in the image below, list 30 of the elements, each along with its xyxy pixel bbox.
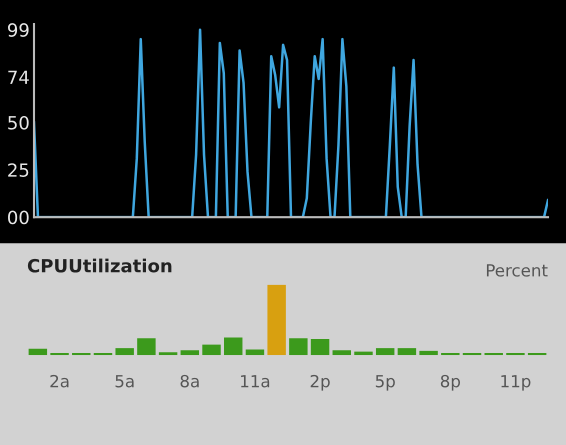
x-tick-label: 2p <box>310 374 330 391</box>
bar <box>289 338 308 356</box>
bar <box>376 348 394 356</box>
x-tick-label: 2a <box>50 374 68 388</box>
bar <box>180 350 200 356</box>
bar <box>310 338 330 356</box>
bar <box>419 350 438 356</box>
x-tick-label: 11a <box>241 375 270 388</box>
y-tick-label: 74 <box>8 70 29 84</box>
x-tick-label: 8p <box>440 374 460 391</box>
bar <box>267 284 286 356</box>
x-tick-label: 5p <box>376 375 395 391</box>
chart-title: CPUUtilization <box>28 258 172 273</box>
bar <box>137 338 156 356</box>
y-tick-label: 25 <box>8 163 28 177</box>
y-tick-label: 99 <box>8 23 29 37</box>
bar <box>224 338 242 356</box>
x-tick-label: 5a <box>116 375 134 388</box>
bar <box>332 350 351 356</box>
bar <box>354 352 373 356</box>
y-axis-title: Percent <box>486 264 548 277</box>
bar <box>202 344 221 356</box>
bar <box>246 349 264 356</box>
y-tick-label: 00 <box>8 210 29 224</box>
bar <box>28 348 48 356</box>
y-tick-label: 50 <box>8 116 29 130</box>
bar <box>398 348 416 356</box>
x-tick-label: 8a <box>180 374 199 388</box>
x-tick-label: 11p <box>501 375 530 391</box>
bar <box>115 348 134 356</box>
